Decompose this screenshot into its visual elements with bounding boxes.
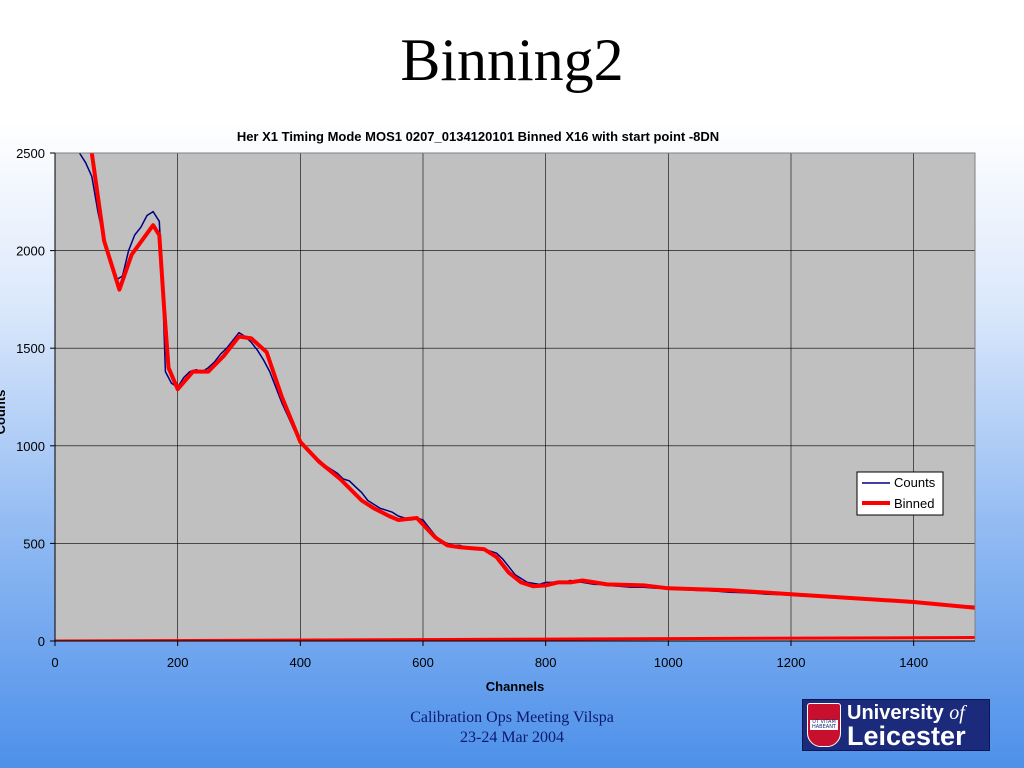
axes <box>54 152 976 642</box>
crest-icon: UT VITAM HABEANT <box>807 703 841 747</box>
footer-date: 23-24 Mar 2004 <box>460 729 564 746</box>
x-tick-label: 0 <box>51 655 58 670</box>
x-tick-label: 1200 <box>777 655 806 670</box>
chart: Her X1 Timing Mode MOS1 0207_0134120101 … <box>0 129 976 694</box>
footer: Calibration Ops Meeting Vilspa 23-24 Mar… <box>300 708 724 748</box>
y-tick-labels: 0 500 1000 1500 2000 2500 <box>16 146 55 649</box>
y-tick-label: 1000 <box>16 439 45 454</box>
x-tick-label: 400 <box>289 655 311 670</box>
x-tick-label: 200 <box>167 655 189 670</box>
logo-university: University <box>847 702 944 724</box>
university-logo: UT VITAM HABEANT University of Leicester <box>802 699 990 751</box>
series-layer <box>55 153 975 641</box>
logo-leicester: Leicester <box>847 721 966 751</box>
footer-meeting: Calibration Ops Meeting Vilspa <box>410 709 614 726</box>
legend-box <box>856 471 944 516</box>
slide-title: Binning2 <box>400 27 624 93</box>
y-tick-label: 0 <box>38 634 45 649</box>
logo-line1: University of <box>847 702 965 725</box>
logo-of: of <box>949 702 965 724</box>
legend: Counts Binned <box>856 471 944 516</box>
x-tick-label: 600 <box>412 655 434 670</box>
y-tick-label: 1500 <box>16 341 45 356</box>
x-tick-label: 1400 <box>899 655 928 670</box>
plot-area <box>55 153 975 641</box>
series-binned <box>89 153 975 610</box>
legend-label-counts: Counts <box>894 475 936 490</box>
x-tick-label: 800 <box>535 655 557 670</box>
x-tick-label: 1000 <box>654 655 683 670</box>
crest-motto: UT VITAM HABEANT <box>810 720 838 730</box>
y-axis-label: Counts <box>0 390 8 435</box>
legend-label-binned: Binned <box>894 496 934 511</box>
series-baseline <box>55 636 975 641</box>
y-tick-label: 500 <box>23 536 45 551</box>
chart-title: Her X1 Timing Mode MOS1 0207_0134120101 … <box>237 129 719 144</box>
y-tick-label: 2000 <box>16 244 45 259</box>
y-tick-label: 2500 <box>16 146 45 161</box>
x-tick-labels: 0 200 400 600 800 1000 1200 1400 <box>51 641 928 670</box>
x-axis-label: Channels <box>486 679 545 694</box>
